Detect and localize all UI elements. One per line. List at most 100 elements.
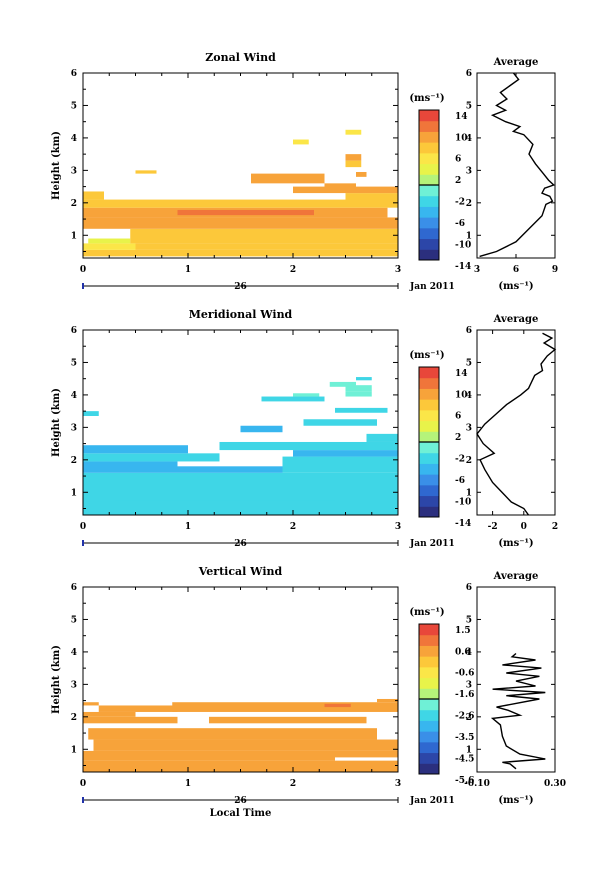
colorbar-swatch [419,420,439,432]
average-y-tick-label: 5 [466,615,472,625]
date-marker: 26 [234,796,247,806]
colorbar-swatch [419,377,439,389]
y-tick-label: 2 [71,713,77,723]
heatmap-cells [83,698,398,772]
colorbar-swatch [419,624,439,636]
colorbar-swatch [419,152,439,165]
colorbar-tick-label: 1.5 [455,626,471,636]
y-tick-label: 3 [71,680,77,690]
colorbar-tick-label: -3.5 [455,733,474,743]
colorbar-tick-label: -2 [455,455,465,465]
heatmap-cells [83,129,398,257]
heatmap-cell [366,433,398,442]
colorbar-swatch [419,206,439,218]
colorbar-tick-label: 2 [455,176,461,186]
panel-title: Zonal Wind [205,51,276,64]
heatmap-cell [83,702,99,706]
x-tick-label: 1 [185,522,191,532]
colorbar-swatch [419,720,439,732]
y-tick-label: 5 [71,358,77,368]
average-y-tick-label: 3 [466,423,472,433]
colorbar-tick-label: 2 [455,433,461,443]
colorbar-tick-label: -2 [455,198,465,208]
heatmap-cell [83,750,335,761]
panel-title: Vertical Wind [198,565,283,578]
average-x-tick-label: 2 [552,522,558,532]
colorbar-swatch [419,634,439,646]
heatmap-cell [83,199,398,208]
heatmap-cell [377,698,398,703]
heatmap-cell [251,505,398,512]
heatmap-cell [83,716,178,724]
y-tick-label: 4 [71,648,77,658]
heatmap-cell [356,171,367,177]
x-axis-label: Local Time [210,808,272,819]
colorbar-swatch [419,731,439,743]
heatmap-cell [209,716,367,724]
heatmap-cell [356,377,372,381]
heatmap-cell [261,396,325,402]
y-tick-label: 6 [71,583,77,593]
y-axis-label: Height (km) [51,388,62,457]
heatmap-cell [303,419,377,426]
average-frame [476,329,556,516]
heatmap-cell [83,711,136,717]
colorbar-swatch [419,741,439,754]
heatmap-cell [345,391,372,397]
average-x-label: (ms⁻¹) [498,795,533,806]
colorbar-swatch [419,474,439,486]
heatmap-cells [83,377,398,515]
y-tick-label: 2 [71,199,77,209]
colorbar-tick-label: 10 [455,133,468,143]
x-tick-label: 0 [80,522,86,532]
colorbar-swatch [419,195,439,207]
colorbar-tick-label: -14 [455,519,471,529]
heatmap-cell [83,411,99,417]
heatmap-cell [345,385,372,392]
colorbar-swatch [419,431,439,443]
y-tick-label: 1 [71,231,77,241]
colorbar-tick-label: -2.6 [455,712,474,722]
heatmap-cell [88,238,131,244]
average-y-tick-label: 2 [466,713,472,723]
colorbar-swatch [419,752,439,764]
y-tick-label: 5 [71,101,77,111]
heatmap-cell [282,456,398,473]
colorbar-unit: (ms⁻¹) [409,607,444,618]
y-axis-label: Height (km) [51,645,62,714]
average-y-tick-label: 3 [466,680,472,690]
heatmap-cell [345,193,398,203]
colorbar-tick-label: -5.6 [455,776,474,786]
x-tick-label: 3 [395,265,401,275]
heatmap-cell [177,209,314,216]
average-y-tick-label: 5 [466,358,472,368]
y-tick-label: 6 [71,326,77,336]
heatmap-cell [293,450,398,457]
colorbar-swatch [419,699,439,711]
heatmap-cell [335,750,398,758]
colorbar-tick-label: 0.6 [455,647,471,657]
average-profile-line [490,652,546,770]
colorbar-tick-label: 14 [455,112,468,122]
x-tick-label: 2 [290,522,296,532]
heatmap-cell [98,705,178,712]
heatmap-cell [345,129,362,135]
colorbar-swatch [419,388,439,400]
average-frame [476,72,556,259]
average-y-tick-label: 4 [466,648,472,658]
y-axis-label: Height (km) [51,131,62,200]
heatmap-cell [135,170,157,174]
colorbar-swatch [419,217,439,229]
colorbar-swatch [419,484,439,497]
colorbar-tick-label: -4.5 [455,754,474,764]
heatmap-cell [329,381,356,387]
colorbar-swatch [419,463,439,475]
panel-title: Meridional Wind [189,308,293,321]
average-panel: Average 1 2 3 4 5 6 -0.10 0.30 (ms⁻¹) [464,571,566,806]
x-tick-label: 3 [395,779,401,789]
average-x-tick-label: 6 [513,265,519,275]
heatmap-cell [135,243,398,250]
colorbar-swatch [419,656,439,668]
